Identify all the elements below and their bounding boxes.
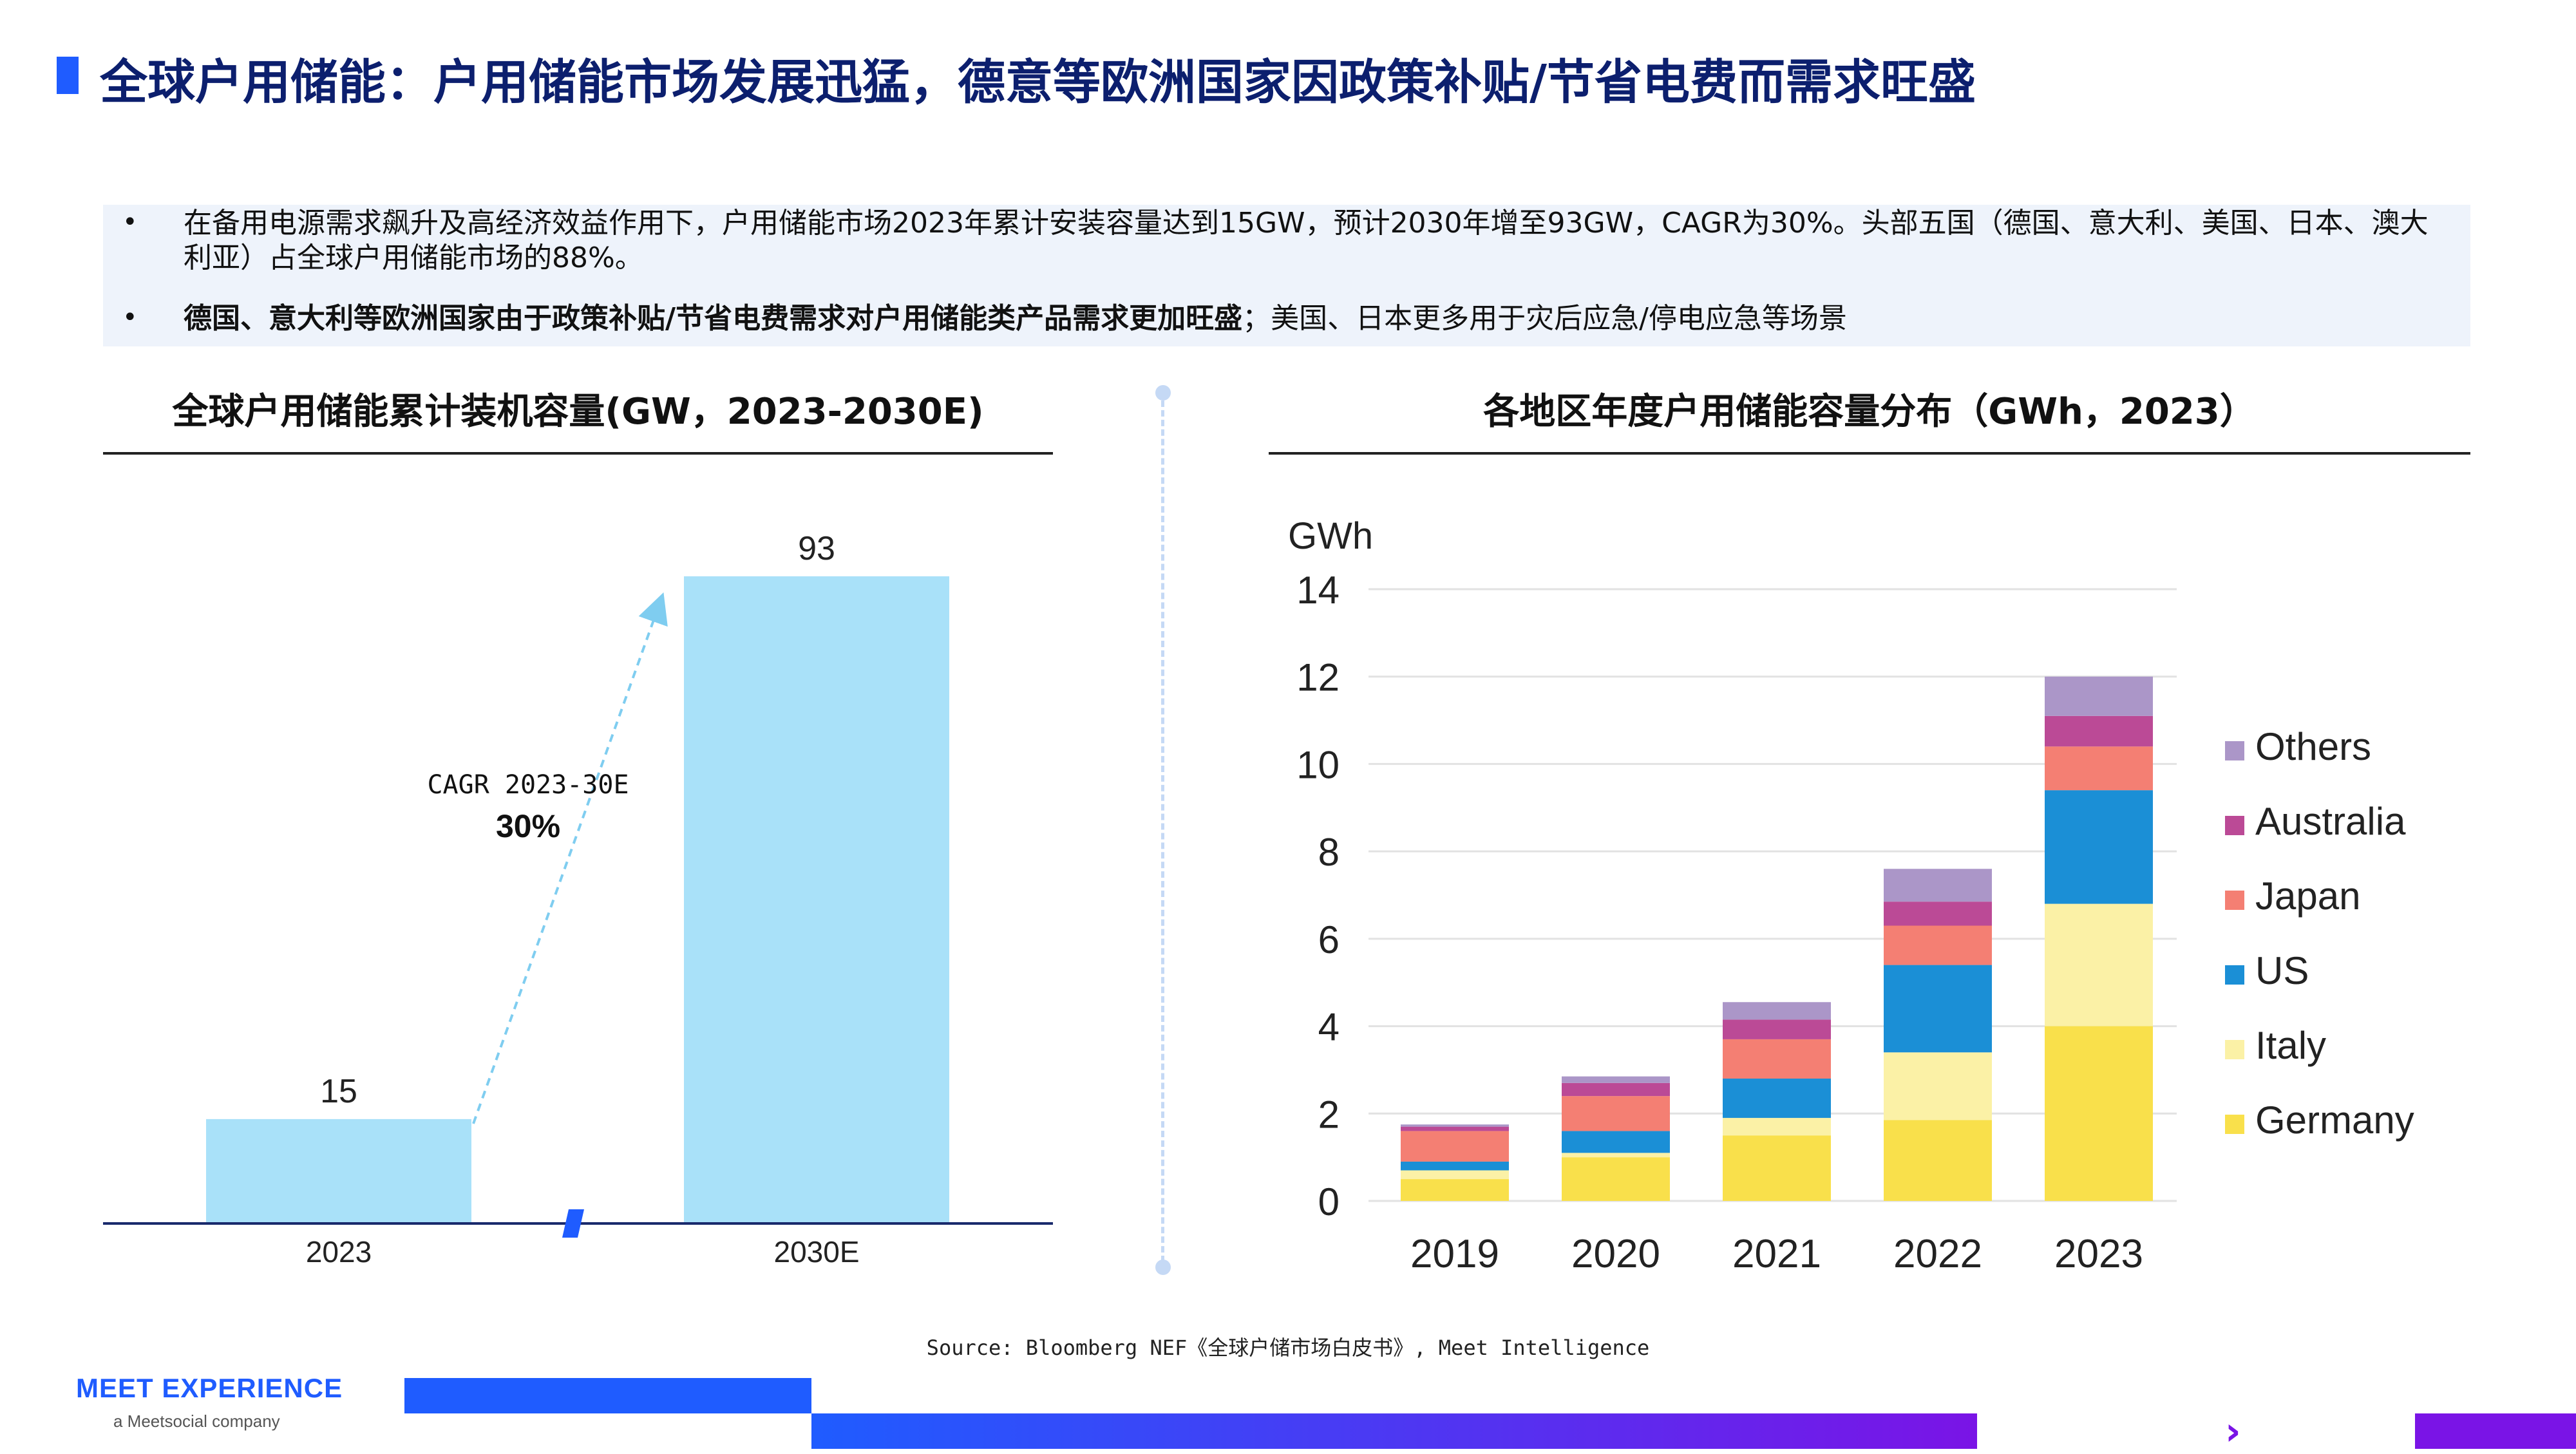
legend-swatch-germany xyxy=(2225,1115,2244,1134)
stack-australia-2020 xyxy=(1562,1082,1670,1097)
bar-value-label: 93 xyxy=(798,530,835,567)
chevron-right-icon: › xyxy=(2225,1409,2241,1454)
cagr-value: 30% xyxy=(496,808,560,844)
summary-bullet-2-rest: ；美国、日本更多用于灾后应急/停电应急等场景 xyxy=(1242,302,1847,335)
stack-us-2020 xyxy=(1562,1131,1670,1153)
stack-us-2021 xyxy=(1723,1079,1831,1119)
footer-bar-solid xyxy=(404,1378,811,1413)
bullet-dot: • xyxy=(122,207,138,237)
stack-others-2021 xyxy=(1723,1002,1831,1020)
page-title: 全球户用储能：户用储能市场发展迅猛，德意等欧洲国家因政策补贴/节省电费而需求旺盛 xyxy=(100,55,1976,110)
legend-label-others: Others xyxy=(2255,725,2371,768)
stack-australia-2021 xyxy=(1723,1019,1831,1039)
x-tick-label: 2020 xyxy=(1571,1232,1660,1276)
summary-box: • 在备用电源需求飙升及高经济效益作用下，户用储能市场2023年累计安装容量达到… xyxy=(103,205,2470,346)
divider-dot-top xyxy=(1155,385,1171,401)
divider-line xyxy=(1161,401,1164,1262)
right-chart-title: 各地区年度户用储能容量分布（GWh，2023） xyxy=(1483,391,2256,433)
footer-bar-end xyxy=(2415,1413,2576,1449)
legend-swatch-australia xyxy=(2225,816,2244,835)
y-tick-label: 2 xyxy=(1318,1093,1340,1136)
y-tick-label: 0 xyxy=(1318,1180,1340,1223)
y-tick-label: 4 xyxy=(1318,1006,1340,1049)
y-tick-label: 8 xyxy=(1318,831,1340,874)
stack-germany-2019 xyxy=(1401,1179,1509,1201)
stack-others-2022 xyxy=(1884,869,1992,902)
right-chart: 0 2 4 6 8 10 12 14 2019 2020 2021 2022 2023 Others Au… xyxy=(1288,515,2414,1276)
legend-swatch-others xyxy=(2225,741,2244,760)
bullet-dot: • xyxy=(122,303,138,332)
legend-swatch-japan xyxy=(2225,891,2244,910)
stack-germany-2021 xyxy=(1723,1135,1831,1201)
axis-break-marker xyxy=(562,1209,584,1238)
left-title-rule xyxy=(103,452,1053,455)
stack-us-2023 xyxy=(2045,790,2153,904)
x-tick-label: 2021 xyxy=(1732,1232,1821,1276)
legend-label-us: US xyxy=(2255,949,2309,992)
stack-australia-2019 xyxy=(1401,1126,1509,1131)
stack-italy-2022 xyxy=(1884,1052,1992,1120)
y-tick-label: 6 xyxy=(1318,918,1340,961)
bar-2023 xyxy=(206,1119,471,1223)
stack-others-2019 xyxy=(1401,1124,1509,1127)
summary-bullet-1: 在备用电源需求飙升及高经济效益作用下，户用储能市场2023年累计安装容量达到15… xyxy=(184,207,2429,274)
bar-2030E xyxy=(684,576,949,1223)
y-tick-label: 10 xyxy=(1296,743,1340,786)
legend-swatch-us xyxy=(2225,965,2244,985)
y-tick-label: 14 xyxy=(1296,569,1340,612)
legend-swatch-italy xyxy=(2225,1040,2244,1059)
stack-italy-2021 xyxy=(1723,1118,1831,1136)
legend-label-australia: Australia xyxy=(2255,800,2406,843)
stack-australia-2023 xyxy=(2045,715,2153,747)
cagr-arrow xyxy=(472,592,668,1124)
stack-germany-2022 xyxy=(1884,1120,1992,1201)
y-tick-label: 12 xyxy=(1296,656,1340,699)
x-tick-label: 2030E xyxy=(773,1235,859,1269)
stack-others-2023 xyxy=(2045,676,2153,716)
brand-tagline: a Meetsocial company xyxy=(113,1412,280,1431)
x-tick-label: 2023 xyxy=(306,1235,372,1269)
divider-dot-bottom xyxy=(1155,1260,1171,1275)
stack-us-2019 xyxy=(1401,1161,1509,1171)
stack-italy-2020 xyxy=(1562,1153,1670,1158)
title-marker xyxy=(57,57,79,94)
legend-label-japan: Japan xyxy=(2255,874,2360,918)
y-axis-unit-label: GWh xyxy=(1288,515,1373,557)
stack-japan-2019 xyxy=(1401,1131,1509,1162)
left-chart: 15 2023 93 2030E CAGR 2023-30E 30% xyxy=(103,530,1053,1269)
summary-bullet-2-bold: 德国、意大利等欧洲国家由于政策补贴/节省电费需求对户用储能类产品需求更加旺盛 xyxy=(184,302,1243,335)
source-note: Source: Bloomberg NEF《全球户储市场白皮书》, Meet I… xyxy=(926,1336,1650,1360)
stack-australia-2022 xyxy=(1884,902,1992,926)
x-tick-label: 2022 xyxy=(1893,1232,1982,1276)
legend-label-italy: Italy xyxy=(2255,1024,2326,1067)
brand-logo: MEET EXPERIENCE xyxy=(76,1373,343,1403)
stack-germany-2020 xyxy=(1562,1157,1670,1201)
footer-bar-gradient xyxy=(811,1413,1977,1449)
stack-italy-2019 xyxy=(1401,1170,1509,1180)
stack-others-2020 xyxy=(1562,1076,1670,1083)
legend-label-germany: Germany xyxy=(2255,1099,2414,1142)
summary-bullet-2: 德国、意大利等欧洲国家由于政策补贴/节省电费需求对户用储能类产品需求更加旺盛；美… xyxy=(184,301,2438,336)
stack-us-2022 xyxy=(1884,965,1992,1053)
cagr-label: CAGR 2023-30E xyxy=(427,770,629,800)
stack-japan-2022 xyxy=(1884,925,1992,965)
stack-japan-2020 xyxy=(1562,1096,1670,1131)
stack-japan-2023 xyxy=(2045,746,2153,791)
x-tick-label: 2019 xyxy=(1410,1232,1499,1276)
right-title-rule xyxy=(1269,452,2470,455)
stack-italy-2023 xyxy=(2045,903,2153,1026)
x-tick-label: 2023 xyxy=(2054,1232,2143,1276)
bar-value-label: 15 xyxy=(320,1073,357,1110)
stack-germany-2023 xyxy=(2045,1026,2153,1201)
stack-japan-2021 xyxy=(1723,1039,1831,1079)
left-chart-title: 全球户用储能累计装机容量(GW，2023-2030E) xyxy=(172,391,984,433)
